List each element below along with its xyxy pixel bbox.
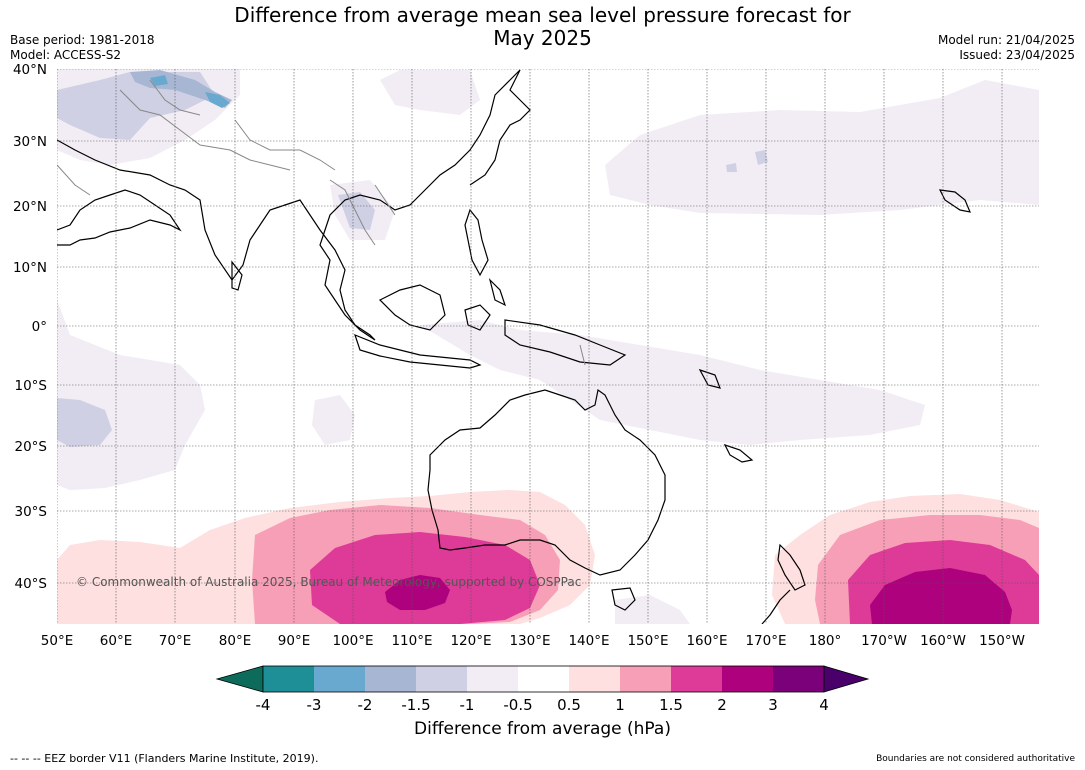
colorbar-bin <box>569 666 620 692</box>
lon-label: 140°E <box>568 633 609 649</box>
anomaly-plus-2-regions <box>385 568 1012 624</box>
lon-label: 180° <box>809 633 842 649</box>
meta-left: Base period: 1981-2018 Model: ACCESS-S2 <box>10 33 155 63</box>
colorbar-tick-label: -0.5 <box>503 696 532 714</box>
colorbar-extend-min <box>215 665 264 693</box>
colorbar-bin <box>263 666 314 692</box>
lat-label: 40°S <box>15 576 48 592</box>
lon-label: 60°E <box>100 633 132 649</box>
lat-label: 10°S <box>15 378 48 394</box>
colorbar-bin <box>620 666 671 692</box>
title-line-2: May 2025 <box>493 26 592 50</box>
colorbar-bin <box>518 666 569 692</box>
colorbar-tick-label: -2 <box>358 696 373 714</box>
model-run-text: Model run: 21/04/2025 <box>937 33 1075 47</box>
colorbar-bin <box>773 666 824 692</box>
colorbar-bin <box>416 666 467 692</box>
base-period-text: Base period: 1981-2018 <box>10 33 155 47</box>
boundaries-disclaimer: Boundaries are not considered authoritat… <box>876 754 1075 764</box>
country-borders <box>57 79 586 366</box>
colorbar: -4 -3 -2 -1.5 -1 -0.5 0.5 1 1.5 2 3 4 <box>215 665 870 714</box>
lat-label: 20°N <box>13 199 47 215</box>
colorbar-tick-label: -1 <box>460 696 475 714</box>
copyright-text: © Commonwealth of Australia 2025, Bureau… <box>76 575 581 589</box>
lon-label: 170°W <box>861 633 907 649</box>
colorbar-tick-label: -1.5 <box>401 696 430 714</box>
colorbar-tick-label: 0.5 <box>557 696 581 714</box>
lat-label: 0° <box>32 319 47 335</box>
colorbar-bin <box>314 666 365 692</box>
colorbar-tick-label: 1.5 <box>659 696 683 714</box>
lon-label: 170°E <box>745 633 786 649</box>
lon-label: 120°E <box>450 633 491 649</box>
colorbar-tick-label: -4 <box>256 696 271 714</box>
lon-label: 150°W <box>979 633 1025 649</box>
model-text: Model: ACCESS-S2 <box>10 48 122 62</box>
lon-label: 130°E <box>509 633 550 649</box>
lon-label: 70°E <box>159 633 191 649</box>
colorbar-bin <box>467 666 518 692</box>
meta-right: Model run: 21/04/2025 Issued: 23/04/2025 <box>938 33 1075 63</box>
lon-label: 90°E <box>278 633 310 649</box>
lon-label: 160°W <box>920 633 966 649</box>
lat-label: 30°S <box>15 504 48 520</box>
colorbar-tick-label: 1 <box>615 696 625 714</box>
colorbar-title: Difference from average (hPa) <box>414 719 671 739</box>
longitude-labels: 50°E 60°E 70°E 80°E 90°E 100°E 110°E 120°E 130°E… <box>41 633 1025 649</box>
colorbar-bin <box>722 666 773 692</box>
lat-label: 30°N <box>13 134 47 150</box>
colorbar-bin <box>671 666 722 692</box>
anomaly-minus-2-regions <box>150 75 230 108</box>
eez-border-note: -- -- -- EEZ border V11 (Flanders Marine… <box>10 752 319 765</box>
colorbar-tick-label: 4 <box>819 696 829 714</box>
lon-label: 110°E <box>391 633 432 649</box>
lon-label: 100°E <box>332 633 373 649</box>
colorbar-tick-label: 2 <box>717 696 727 714</box>
lat-label: 40°N <box>13 62 47 78</box>
colorbar-tick-label: 3 <box>768 696 778 714</box>
lon-label: 150°E <box>627 633 668 649</box>
map-area <box>57 69 1039 624</box>
lat-label: 10°N <box>13 260 47 276</box>
colorbar-extend-max <box>823 665 870 693</box>
latitude-labels: 40°N 30°N 20°N 10°N 0° 10°S 20°S 30°S 40°S <box>13 62 47 592</box>
colorbar-tick-label: -3 <box>307 696 322 714</box>
lat-label: 20°S <box>15 439 48 455</box>
lon-label: 50°E <box>41 633 73 649</box>
coastlines <box>57 69 971 624</box>
title-line-1: Difference from average mean sea level p… <box>234 3 851 27</box>
map-title: Difference from average mean sea level p… <box>0 4 1085 50</box>
colorbar-bin <box>365 666 416 692</box>
lon-label: 80°E <box>219 633 251 649</box>
lon-label: 160°E <box>686 633 727 649</box>
graticule <box>57 69 1039 624</box>
issued-text: Issued: 23/04/2025 <box>959 48 1075 62</box>
